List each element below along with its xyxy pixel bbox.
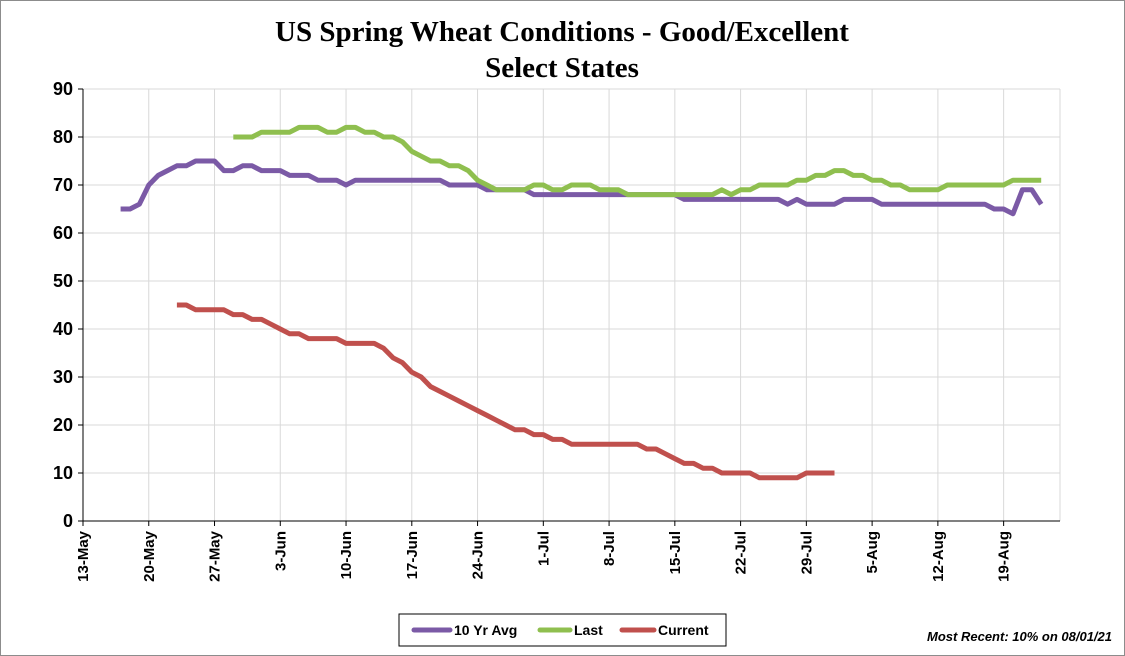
- series-line-current: [176, 302, 835, 481]
- y-tick-label: 50: [53, 271, 73, 291]
- x-tick-label: 17-Jun: [404, 531, 421, 579]
- axes: [82, 89, 1060, 522]
- most-recent-note: Most Recent: 10% on 08/01/21: [927, 629, 1112, 644]
- y-tick-label: 20: [53, 415, 73, 435]
- y-tick-label: 30: [53, 367, 73, 387]
- x-tick-label: 22-Jul: [733, 531, 750, 574]
- x-tick-label: 19-Aug: [996, 531, 1013, 582]
- y-tick-label: 90: [53, 79, 73, 99]
- y-tick-label: 70: [53, 175, 73, 195]
- x-tick-label: 20-May: [141, 530, 158, 582]
- x-tick-label: 1-Jul: [535, 531, 552, 566]
- legend: 10 Yr Avg Last Current: [398, 613, 727, 647]
- x-tick-label: 10-Jun: [338, 531, 355, 579]
- legend-label-10-yr-avg: 10 Yr Avg: [454, 622, 517, 638]
- legend-label-last: Last: [574, 622, 603, 638]
- y-tick-label: 10: [53, 463, 73, 483]
- x-tick-label: 8-Jul: [601, 531, 618, 566]
- y-tick-label: 40: [53, 319, 73, 339]
- chart-subtitle: Select States: [485, 52, 639, 84]
- y-axis-ticks: 0 10 20 30 40 50 60 70 80 90: [53, 79, 83, 531]
- x-tick-label: 12-Aug: [930, 531, 947, 582]
- x-tick-label: 5-Aug: [864, 531, 881, 574]
- x-axis-ticks: 13-May 20-May 27-May 3-Jun 10-Jun 17-Jun 24-Ju…: [75, 521, 1013, 582]
- x-tick-label: 3-Jun: [272, 531, 289, 571]
- series-lines: [120, 124, 1044, 481]
- x-tick-label: 15-Jul: [667, 531, 684, 574]
- y-tick-label: 80: [53, 127, 73, 147]
- series-line-last: [233, 124, 1042, 198]
- y-tick-label: 60: [53, 223, 73, 243]
- series-line-10-yr-avg: [120, 158, 1044, 217]
- y-tick-label: 0: [63, 511, 73, 531]
- chart-title: US Spring Wheat Conditions - Good/Excell…: [275, 16, 849, 48]
- legend-label-current: Current: [658, 622, 709, 638]
- x-tick-label: 24-Jun: [470, 531, 487, 579]
- gridlines: [83, 88, 1061, 521]
- x-tick-label: 13-May: [75, 530, 92, 582]
- x-tick-label: 29-Jul: [798, 531, 815, 574]
- x-tick-label: 27-May: [207, 530, 224, 582]
